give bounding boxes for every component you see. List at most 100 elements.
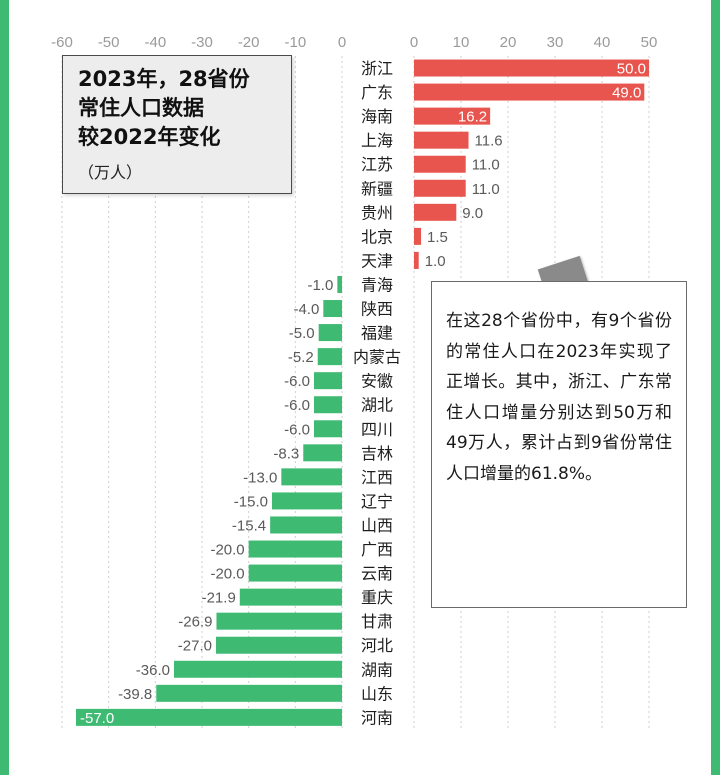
bar-24 [216,636,342,654]
bar-19 [270,516,342,534]
category-label-19: 山西 [361,517,393,535]
category-label-11: 福建 [361,325,393,343]
value-label-6: 9.0 [462,205,483,222]
value-label-18: -15.0 [234,493,268,510]
bar-0 [414,59,649,77]
right-border-strip [711,0,720,775]
value-label-14: -6.0 [284,397,310,414]
value-label-25: -36.0 [136,662,170,679]
axis-tick-neg-3: -30 [191,34,213,51]
bar-16 [303,444,342,462]
bar-1 [414,83,645,101]
category-label-2: 海南 [361,108,393,126]
value-label-26: -39.8 [118,686,152,703]
axis-tick-pos-0: 0 [410,34,418,51]
bar-27 [76,708,342,726]
axis-tick-pos-3: 30 [547,34,564,51]
category-label-15: 四川 [361,422,393,439]
category-label-26: 山东 [361,685,393,703]
axis-tick-pos-1: 10 [453,34,470,51]
bar-3 [414,131,469,149]
axis-tick-pos-2: 20 [500,34,517,51]
category-label-3: 上海 [361,132,393,150]
value-label-15: -6.0 [284,421,310,438]
bar-18 [272,492,342,510]
category-label-20: 广西 [361,541,393,559]
bar-25 [174,660,342,678]
value-label-19: -15.4 [232,517,266,534]
value-label-5: 11.0 [472,181,500,198]
axis-tick-pos-4: 40 [594,34,611,51]
annotation-note: 在这28个省份中，有9个省份的常住人口在2023年实现了正增长。其中，浙江、广东… [431,281,687,608]
axis-tick-pos-5: 50 [641,34,658,51]
chart-title-box: 2023年，28省份 常住人口数据 较2022年变化 （万人） [62,55,292,194]
category-label-1: 广东 [361,84,393,102]
category-label-13: 安徽 [361,373,393,391]
chart-title: 2023年，28省份 常住人口数据 较2022年变化 [78,67,250,149]
bar-10 [323,300,342,318]
category-label-17: 江西 [361,469,393,487]
bar-12 [317,348,342,366]
value-label-17: -13.0 [243,469,277,486]
value-label-24: -27.0 [178,638,212,655]
axis-tick-neg-5: -10 [284,34,306,51]
category-label-24: 河北 [361,637,393,655]
category-label-6: 贵州 [361,204,393,222]
value-label-8: 1.0 [425,253,446,270]
value-label-4: 11.0 [472,157,500,174]
bar-11 [318,324,342,342]
axis-tick-neg-4: -20 [238,34,260,51]
category-label-12: 内蒙古 [353,349,401,367]
category-label-16: 吉林 [361,445,393,463]
bar-20 [248,540,342,558]
axis-tick-neg-2: -40 [144,34,166,51]
category-label-10: 陕西 [361,301,393,319]
value-label-3: 11.6 [475,133,503,150]
bar-17 [281,468,342,486]
axis-tick-neg-0: -60 [51,34,73,51]
category-label-0: 浙江 [361,60,393,78]
chart-unit-label: （万人） [78,163,143,182]
category-label-23: 甘肃 [361,613,393,631]
bar-15 [314,420,342,438]
category-label-22: 重庆 [361,589,393,607]
category-label-18: 辽宁 [361,493,393,511]
value-label-27: -57.0 [80,710,114,727]
annotation-text: 在这28个省份中，有9个省份的常住人口在2023年实现了正增长。其中，浙江、广东… [446,311,672,484]
value-label-13: -6.0 [284,373,310,390]
bar-5 [414,179,466,197]
bar-2 [414,107,491,125]
category-label-7: 北京 [361,228,393,246]
bar-13 [314,372,342,390]
category-label-25: 湖南 [361,661,393,679]
bar-21 [248,564,342,582]
category-label-14: 湖北 [361,397,393,415]
category-label-8: 天津 [361,252,393,270]
value-label-22: -21.9 [202,590,236,607]
value-label-2: 16.2 [458,109,487,126]
bar-7 [414,227,422,245]
value-label-23: -26.9 [178,614,212,631]
bar-26 [156,684,342,702]
category-label-4: 江苏 [361,156,393,174]
axis-tick-neg-6: 0 [338,34,346,51]
category-label-5: 新疆 [361,180,393,198]
bar-8 [414,251,419,269]
bar-22 [239,588,342,606]
bar-23 [216,612,342,630]
bar-4 [414,155,466,173]
category-label-9: 青海 [361,276,393,294]
value-label-21: -20.0 [210,566,244,583]
axis-tick-neg-1: -50 [98,34,120,51]
value-label-11: -5.0 [289,325,315,342]
value-label-0: 50.0 [617,61,646,78]
value-label-9: -1.0 [307,277,333,294]
value-label-20: -20.0 [210,542,244,559]
category-label-27: 河南 [361,709,393,727]
value-label-10: -4.0 [293,301,319,318]
bar-6 [414,203,457,221]
value-label-16: -8.3 [273,445,299,462]
value-label-7: 1.5 [427,229,448,246]
